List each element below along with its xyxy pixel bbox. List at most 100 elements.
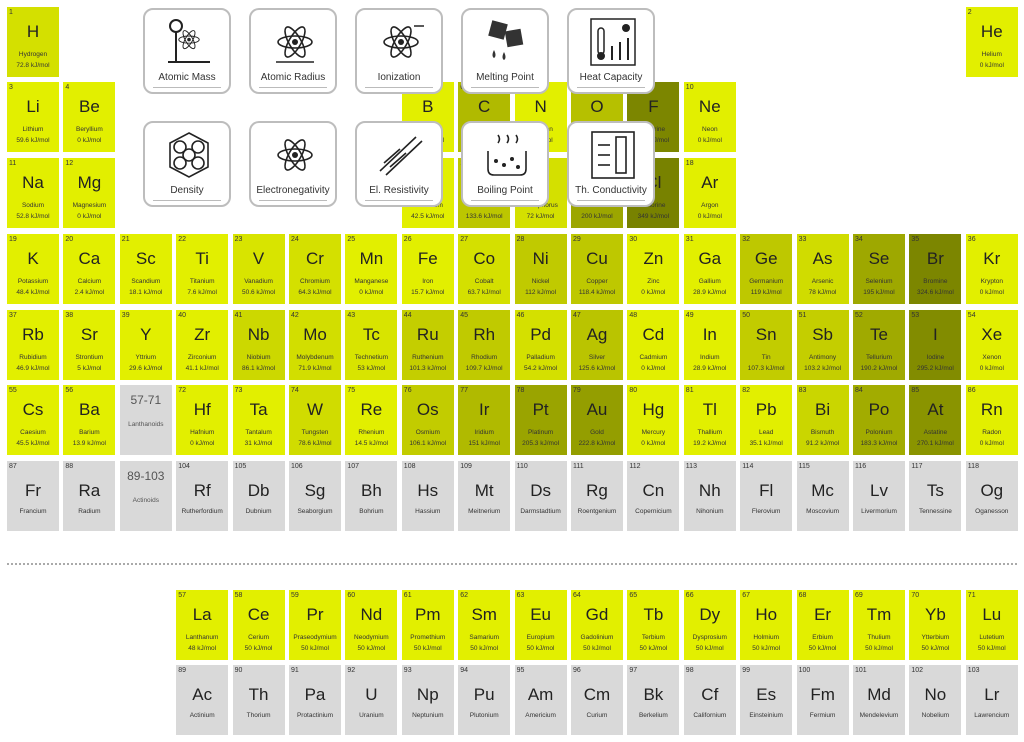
element-cell[interactable]: 42 Mo Molybdenum 71.9 kJ/mol xyxy=(289,310,341,380)
element-cell[interactable]: 72 Hf Hafnium 0 kJ/mol xyxy=(176,385,229,455)
element-cell[interactable]: 76 Os Osmium 106.1 kJ/mol xyxy=(401,385,454,455)
element-cell[interactable]: 105 Db Dubnium xyxy=(232,461,285,531)
category-button[interactable]: Ionization xyxy=(355,8,443,94)
element-cell[interactable]: 95 Am Americium xyxy=(514,665,567,735)
element-cell[interactable]: 32 Ge Germanium 119 kJ/mol xyxy=(740,234,793,304)
category-button[interactable]: El. Resistivity xyxy=(355,121,443,207)
element-cell[interactable]: 96 Cm Curium xyxy=(571,665,623,735)
element-cell[interactable]: 81 Tl Thallium 19.2 kJ/mol xyxy=(683,385,736,455)
element-cell[interactable]: 73 Ta Tantalum 31 kJ/mol xyxy=(232,385,285,455)
element-cell[interactable]: 43 Tc Technetium 53 kJ/mol xyxy=(345,310,398,380)
element-cell[interactable]: 37 Rb Rubidium 46.9 kJ/mol xyxy=(7,310,59,380)
element-cell[interactable]: 54 Xe Xenon 0 kJ/mol xyxy=(965,310,1018,380)
element-cell[interactable]: 90 Th Thorium xyxy=(232,665,285,735)
series-placeholder[interactable]: 89-103 Actinoids xyxy=(119,461,172,531)
element-cell[interactable]: 28 Ni Nickel 112 kJ/mol xyxy=(514,234,567,304)
element-cell[interactable]: 106 Sg Seaborgium xyxy=(289,461,341,531)
element-cell[interactable]: 108 Hs Hassium xyxy=(401,461,454,531)
element-cell[interactable]: 70 Yb Ytterbium 50 kJ/mol xyxy=(909,590,962,660)
element-cell[interactable]: 101 Md Mendelevium xyxy=(853,665,905,735)
category-button[interactable]: Boiling Point xyxy=(461,121,549,207)
element-cell[interactable]: 50 Sn Tin 107.3 kJ/mol xyxy=(740,310,793,380)
element-cell[interactable]: 87 Fr Francium xyxy=(7,461,59,531)
element-cell[interactable]: 85 At Astatine 270.1 kJ/mol xyxy=(909,385,962,455)
element-cell[interactable]: 109 Mt Meitnerium xyxy=(458,461,511,531)
element-cell[interactable]: 86 Rn Radon 0 kJ/mol xyxy=(965,385,1018,455)
element-cell[interactable]: 82 Pb Lead 35.1 kJ/mol xyxy=(740,385,793,455)
element-cell[interactable]: 40 Zr Zirconium 41.1 kJ/mol xyxy=(176,310,229,380)
element-cell[interactable]: 18 Ar Argon 0 kJ/mol xyxy=(683,158,736,228)
element-cell[interactable]: 45 Rh Rhodium 109.7 kJ/mol xyxy=(458,310,511,380)
element-cell[interactable]: 1 H Hydrogen 72.8 kJ/mol xyxy=(7,7,59,77)
element-cell[interactable]: 57 La Lanthanum 48 kJ/mol xyxy=(176,590,229,660)
element-cell[interactable]: 107 Bh Bohrium xyxy=(345,461,398,531)
category-button[interactable]: Atomic Mass xyxy=(143,8,231,94)
category-button[interactable]: Heat Capacity xyxy=(567,8,655,94)
element-cell[interactable]: 111 Rg Roentgenium xyxy=(571,461,623,531)
element-cell[interactable]: 97 Bk Berkelium xyxy=(627,665,680,735)
element-cell[interactable]: 65 Tb Terbium 50 kJ/mol xyxy=(627,590,680,660)
category-button[interactable]: Th. Conductivity xyxy=(567,121,655,207)
element-cell[interactable]: 55 Cs Caesium 45.5 kJ/mol xyxy=(7,385,59,455)
element-cell[interactable]: 19 K Potassium 48.4 kJ/mol xyxy=(7,234,59,304)
element-cell[interactable]: 104 Rf Rutherfordium xyxy=(176,461,229,531)
element-cell[interactable]: 113 Nh Nihonium xyxy=(683,461,736,531)
element-cell[interactable]: 41 Nb Niobium 86.1 kJ/mol xyxy=(232,310,285,380)
element-cell[interactable]: 30 Zn Zinc 0 kJ/mol xyxy=(627,234,680,304)
element-cell[interactable]: 25 Mn Manganese 0 kJ/mol xyxy=(345,234,398,304)
element-cell[interactable]: 33 As Arsenic 78 kJ/mol xyxy=(796,234,849,304)
element-cell[interactable]: 64 Gd Gadolinium 50 kJ/mol xyxy=(571,590,623,660)
element-cell[interactable]: 103 Lr Lawrencium xyxy=(965,665,1018,735)
element-cell[interactable]: 36 Kr Krypton 0 kJ/mol xyxy=(965,234,1018,304)
element-cell[interactable]: 56 Ba Barium 13.9 kJ/mol xyxy=(63,385,116,455)
element-cell[interactable]: 74 W Tungsten 78.6 kJ/mol xyxy=(289,385,341,455)
element-cell[interactable]: 61 Pm Promethium 50 kJ/mol xyxy=(401,590,454,660)
element-cell[interactable]: 75 Re Rhenium 14.5 kJ/mol xyxy=(345,385,398,455)
element-cell[interactable]: 83 Bi Bismuth 91.2 kJ/mol xyxy=(796,385,849,455)
element-cell[interactable]: 116 Lv Livermorium xyxy=(853,461,905,531)
element-cell[interactable]: 92 U Uranium xyxy=(345,665,398,735)
element-cell[interactable]: 47 Ag Silver 125.6 kJ/mol xyxy=(571,310,623,380)
element-cell[interactable]: 89 Ac Actinium xyxy=(176,665,229,735)
element-cell[interactable]: 94 Pu Plutonium xyxy=(458,665,511,735)
element-cell[interactable]: 80 Hg Mercury 0 kJ/mol xyxy=(627,385,680,455)
element-cell[interactable]: 20 Ca Calcium 2.4 kJ/mol xyxy=(63,234,116,304)
element-cell[interactable]: 62 Sm Samarium 50 kJ/mol xyxy=(458,590,511,660)
element-cell[interactable]: 11 Na Sodium 52.8 kJ/mol xyxy=(7,158,59,228)
category-button[interactable]: Electronegativity xyxy=(249,121,337,207)
element-cell[interactable]: 3 Li Lithium 59.6 kJ/mol xyxy=(7,82,59,152)
element-cell[interactable]: 102 No Nobelium xyxy=(909,665,962,735)
element-cell[interactable]: 12 Mg Magnesium 0 kJ/mol xyxy=(63,158,116,228)
element-cell[interactable]: 78 Pt Platinum 205.3 kJ/mol xyxy=(514,385,567,455)
element-cell[interactable]: 117 Ts Tennessine xyxy=(909,461,962,531)
element-cell[interactable]: 59 Pr Praseodymium 50 kJ/mol xyxy=(289,590,341,660)
element-cell[interactable]: 34 Se Selenium 195 kJ/mol xyxy=(853,234,905,304)
element-cell[interactable]: 26 Fe Iron 15.7 kJ/mol xyxy=(401,234,454,304)
element-cell[interactable]: 52 Te Tellurium 190.2 kJ/mol xyxy=(853,310,905,380)
element-cell[interactable]: 63 Eu Europium 50 kJ/mol xyxy=(514,590,567,660)
element-cell[interactable]: 53 I Iodine 295.2 kJ/mol xyxy=(909,310,962,380)
element-cell[interactable]: 10 Ne Neon 0 kJ/mol xyxy=(683,82,736,152)
element-cell[interactable]: 23 V Vanadium 50.6 kJ/mol xyxy=(232,234,285,304)
element-cell[interactable]: 69 Tm Thulium 50 kJ/mol xyxy=(853,590,905,660)
element-cell[interactable]: 22 Ti Titanium 7.6 kJ/mol xyxy=(176,234,229,304)
element-cell[interactable]: 58 Ce Cerium 50 kJ/mol xyxy=(232,590,285,660)
category-button[interactable]: Melting Point xyxy=(461,8,549,94)
element-cell[interactable]: 98 Cf Californium xyxy=(683,665,736,735)
element-cell[interactable]: 49 In Indium 28.9 kJ/mol xyxy=(683,310,736,380)
element-cell[interactable]: 48 Cd Cadmium 0 kJ/mol xyxy=(627,310,680,380)
element-cell[interactable]: 114 Fl Flerovium xyxy=(740,461,793,531)
element-cell[interactable]: 21 Sc Scandium 18.1 kJ/mol xyxy=(119,234,172,304)
series-placeholder[interactable]: 57-71 Lanthanoids xyxy=(119,385,172,455)
element-cell[interactable]: 67 Ho Holmium 50 kJ/mol xyxy=(740,590,793,660)
element-cell[interactable]: 93 Np Neptunium xyxy=(401,665,454,735)
element-cell[interactable]: 68 Er Erbium 50 kJ/mol xyxy=(796,590,849,660)
element-cell[interactable]: 2 He Helium 0 kJ/mol xyxy=(965,7,1018,77)
element-cell[interactable]: 77 Ir Iridium 151 kJ/mol xyxy=(458,385,511,455)
element-cell[interactable]: 100 Fm Fermium xyxy=(796,665,849,735)
element-cell[interactable]: 118 Og Oganesson xyxy=(965,461,1018,531)
element-cell[interactable]: 91 Pa Protactinium xyxy=(289,665,341,735)
element-cell[interactable]: 51 Sb Antimony 103.2 kJ/mol xyxy=(796,310,849,380)
element-cell[interactable]: 24 Cr Chromium 64.3 kJ/mol xyxy=(289,234,341,304)
element-cell[interactable]: 71 Lu Lutetium 50 kJ/mol xyxy=(965,590,1018,660)
